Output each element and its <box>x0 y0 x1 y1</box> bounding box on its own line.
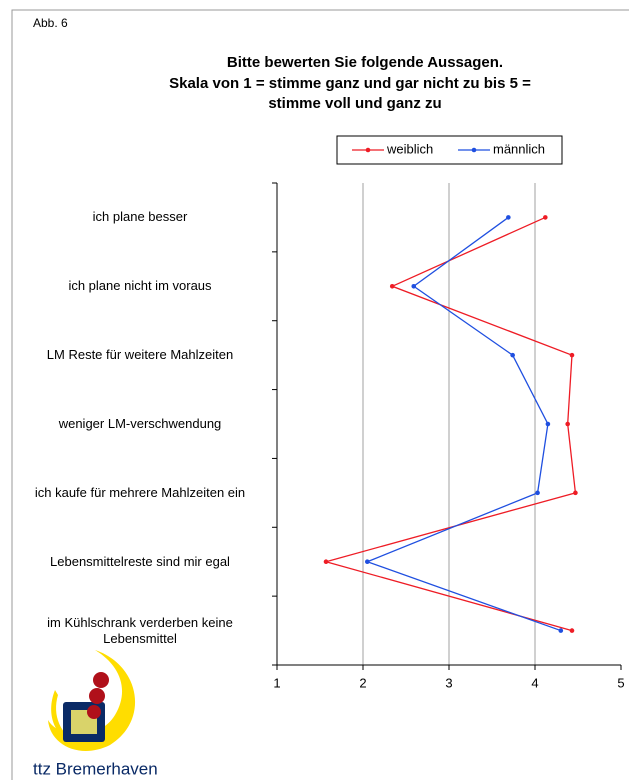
frame <box>11 9 629 780</box>
x-tick-label: 3 <box>445 675 452 690</box>
x-tick-label: 5 <box>617 675 624 690</box>
y-tick-label: weniger LM-verschwendung <box>58 416 222 431</box>
y-tick-label: Lebensmittelreste sind mir egal <box>50 553 230 569</box>
data-point <box>565 421 570 427</box>
data-point <box>506 215 511 220</box>
data-point <box>573 490 578 496</box>
data-point <box>558 628 564 633</box>
data-point <box>569 352 575 358</box>
y-tick-label: LM Reste für weitere Mahlzeiten <box>46 347 234 363</box>
data-point <box>389 283 395 289</box>
data-point <box>543 215 548 220</box>
legend-label: weiblich <box>386 141 433 156</box>
logo-text: ttz Bremerhaven <box>33 759 158 778</box>
legend-marker <box>365 147 371 153</box>
x-tick-label: 2 <box>359 675 366 690</box>
y-tick-label: ich kaufe für mehrere Mahlzeiten ein <box>34 484 246 500</box>
legend-label: männlich <box>493 141 545 156</box>
chart-title: stimme voll und ganz zu <box>268 95 441 112</box>
y-tick-label: ich plane besser <box>92 209 188 225</box>
series-line <box>365 216 562 632</box>
data-point <box>510 352 515 358</box>
data-point <box>569 628 575 633</box>
figure-label: Abb. 6 <box>33 16 68 30</box>
data-point <box>323 559 329 565</box>
x-tick-label: 4 <box>531 675 538 690</box>
data-point <box>545 421 551 427</box>
legend-marker <box>471 147 477 153</box>
logo <box>48 650 136 751</box>
chart-title: Bitte bewerten Sie folgende Aussagen. <box>227 54 503 71</box>
data-point <box>535 490 540 496</box>
data-point <box>365 559 370 565</box>
chart-title: Skala von 1 = stimme ganz und gar nicht … <box>169 75 531 92</box>
y-tick-label: ich plane nicht im voraus <box>68 278 212 294</box>
data-point <box>411 283 417 289</box>
x-tick-label: 1 <box>273 675 280 690</box>
y-tick-label: im Kühlschrank verderben keine Lebensmit… <box>47 614 233 646</box>
